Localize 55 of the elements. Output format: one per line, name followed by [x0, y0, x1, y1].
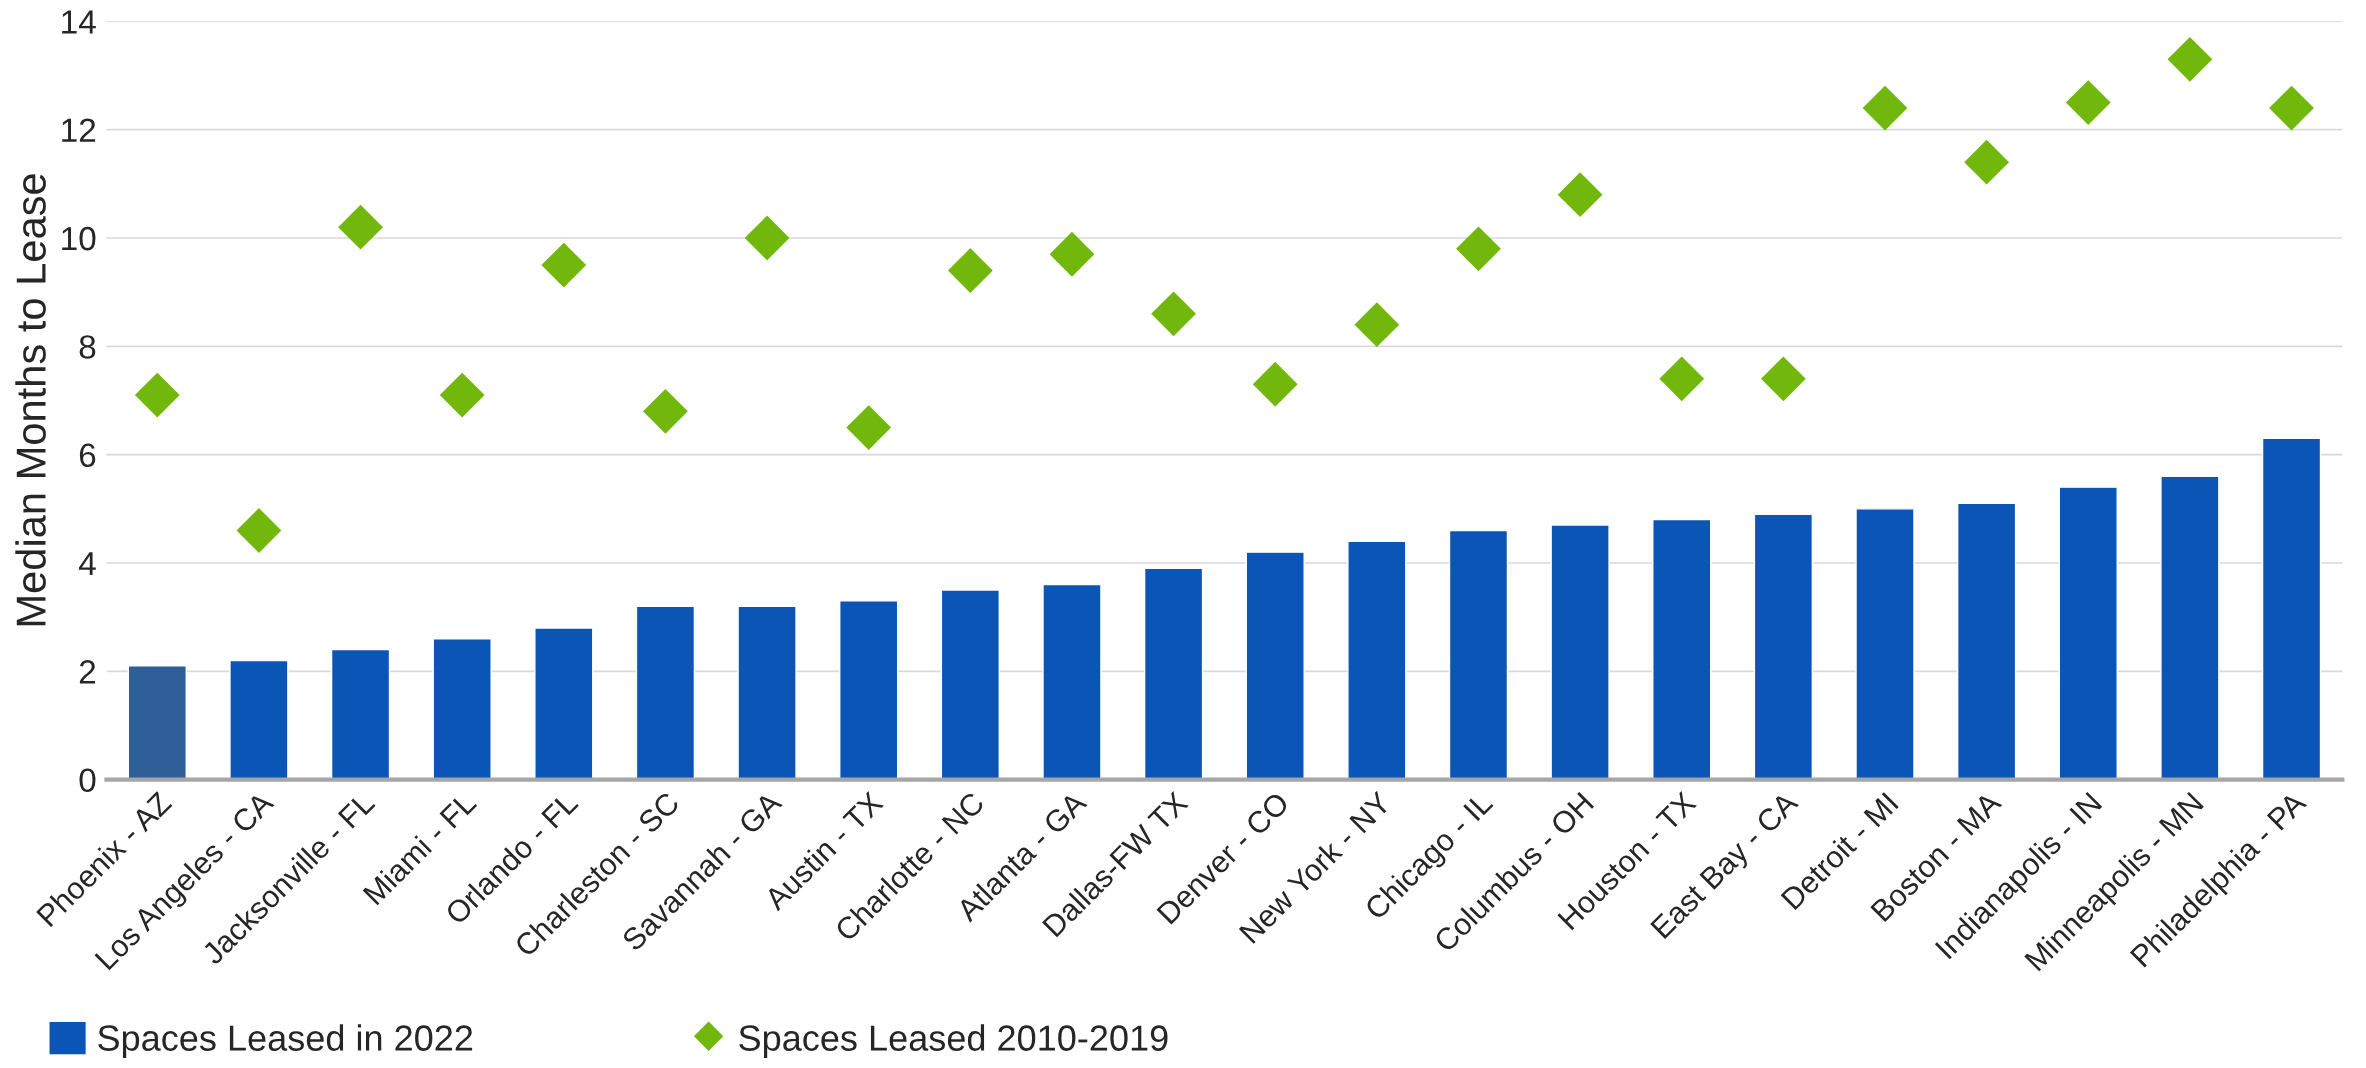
bar	[1652, 518, 1712, 780]
bar	[1143, 567, 1204, 780]
bar	[1956, 502, 2017, 780]
point	[1252, 361, 1298, 407]
point	[643, 388, 688, 434]
y-tick-label: 0	[79, 768, 96, 793]
point	[1557, 172, 1603, 218]
point	[1964, 139, 2010, 185]
y-tick-label: 14	[62, 10, 96, 34]
bar	[127, 665, 187, 780]
point	[1760, 356, 1806, 402]
point	[236, 508, 282, 553]
point	[338, 204, 383, 250]
bar	[330, 648, 391, 780]
point	[744, 215, 790, 261]
y-tick-label: 4	[78, 552, 96, 576]
point	[1456, 226, 1501, 272]
point	[1354, 302, 1400, 348]
point	[1659, 356, 1705, 402]
bar	[1347, 540, 1407, 780]
point	[1151, 291, 1196, 337]
point	[2065, 80, 2111, 125]
bar	[940, 589, 1000, 780]
y-tick-label: 2	[79, 660, 96, 684]
bar	[839, 600, 899, 780]
point	[134, 372, 180, 418]
bar	[432, 638, 492, 780]
y-tick-label: 10	[62, 226, 96, 251]
y-tick-label: 6	[79, 443, 96, 468]
point	[2269, 85, 2314, 131]
y-tick-label: 8	[79, 335, 96, 359]
bar	[2160, 475, 2220, 780]
bar	[1855, 508, 1915, 780]
y-axis-title: Median Months to Lease	[15, 174, 46, 626]
point	[846, 405, 892, 450]
point	[439, 372, 485, 418]
point	[2167, 36, 2213, 82]
bar	[1448, 529, 1509, 780]
point	[947, 248, 993, 293]
point	[1049, 231, 1095, 277]
legend-label: Spaces Leased in 2022	[98, 1024, 473, 1059]
point	[1862, 85, 1908, 131]
bar	[2261, 437, 2322, 780]
y-tick-label: 12	[62, 118, 96, 142]
bar	[1042, 583, 1102, 780]
bar	[1753, 513, 1814, 780]
point	[541, 242, 587, 288]
bar	[534, 627, 594, 780]
bar	[1550, 524, 1610, 780]
bar	[229, 659, 289, 780]
bar	[635, 605, 696, 780]
legend-label: Spaces Leased 2010-2019	[739, 1024, 1168, 1059]
bar	[737, 605, 797, 780]
bar	[1245, 551, 1305, 780]
bar	[2058, 486, 2118, 780]
